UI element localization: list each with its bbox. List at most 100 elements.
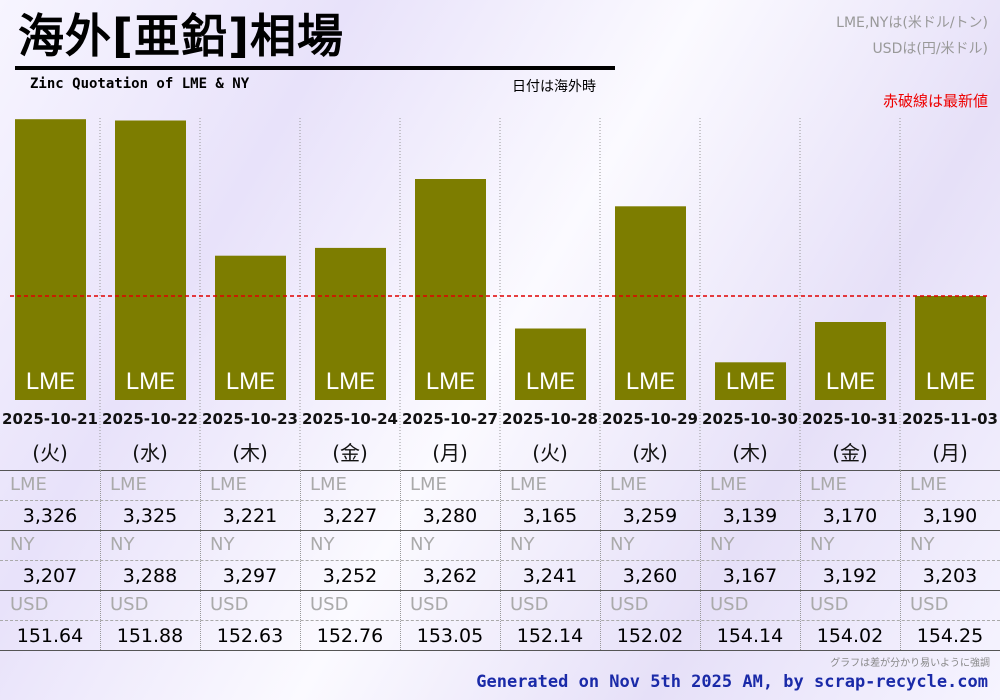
row-label-ny: NY (910, 534, 935, 555)
bar-2025-10-21 (15, 119, 86, 400)
bar-2025-10-29 (615, 206, 686, 400)
date-label: 2025-10-24 (302, 410, 398, 428)
row-label-lme: LME (210, 474, 247, 495)
table-cell: 3,259 (622, 505, 678, 527)
row-label-lme: LME (710, 474, 747, 495)
date-label: 2025-10-21 (2, 410, 98, 428)
row-label-ny: NY (810, 534, 835, 555)
row-label-ny: NY (610, 534, 635, 555)
bar-label: LME (726, 368, 775, 395)
weekday-label: (月) (432, 441, 468, 465)
unit-note-lme-ny: LME,NYは(米ドル/トン) (836, 15, 988, 31)
table-cell: 3,326 (22, 505, 78, 527)
row-label-ny: NY (10, 534, 35, 555)
row-border (0, 650, 1000, 651)
table-cell: 3,190 (922, 505, 978, 527)
table-cell: 153.05 (416, 625, 484, 647)
weekday-label: (水) (132, 441, 168, 465)
bar-2025-10-27 (415, 179, 486, 400)
table-column-divider (400, 470, 401, 650)
row-label-usd: USD (610, 594, 649, 615)
table-column-divider (900, 470, 901, 650)
row-label-lme: LME (510, 474, 547, 495)
date-label: 2025-10-30 (702, 410, 798, 428)
bar-label: LME (226, 368, 275, 395)
row-label-usd: USD (210, 594, 249, 615)
table-cell: 3,262 (422, 565, 478, 587)
weekday-label: (木) (232, 441, 268, 465)
table-cell: 3,297 (222, 565, 278, 587)
bar-2025-10-30 (715, 362, 786, 400)
table-cell: 3,288 (122, 565, 178, 587)
table-cell: 3,167 (722, 565, 778, 587)
row-label-usd: USD (510, 594, 549, 615)
weekday-label: (火) (32, 441, 68, 465)
table-cell: 152.14 (516, 625, 584, 647)
latest-line-note: 赤破線は最新値 (882, 92, 988, 110)
table-cell: 152.63 (216, 625, 284, 647)
bar-label: LME (526, 368, 575, 395)
table-cell: 151.64 (16, 625, 84, 647)
table-cell: 3,241 (522, 565, 578, 587)
generated-footer: Generated on Nov 5th 2025 AM, by scrap-r… (476, 672, 988, 692)
table-cell: 3,203 (922, 565, 978, 587)
bar-2025-10-22 (115, 120, 186, 400)
row-label-lme: LME (110, 474, 147, 495)
bar-label: LME (326, 368, 375, 395)
table-column-divider (100, 470, 101, 650)
table-cell: 3,252 (322, 565, 378, 587)
row-label-usd: USD (410, 594, 449, 615)
unit-note-usd: USDは(円/米ドル) (872, 41, 988, 57)
table-cell: 3,325 (122, 505, 178, 527)
row-label-lme: LME (810, 474, 847, 495)
row-label-usd: USD (710, 594, 749, 615)
table-cell: 152.02 (616, 625, 684, 647)
table-cell: 154.25 (916, 625, 984, 647)
table-cell: 154.02 (816, 625, 884, 647)
row-label-usd: USD (310, 594, 349, 615)
row-label-ny: NY (710, 534, 735, 555)
date-label: 2025-10-28 (502, 410, 598, 428)
bar-chart: LME LME LME LME LME LME LME LME LME LME (10, 118, 990, 470)
date-label: 2025-10-23 (202, 410, 298, 428)
table-cell: 3,221 (222, 505, 278, 527)
bar-2025-10-23 (215, 255, 286, 400)
table-cell: 3,192 (822, 565, 878, 587)
row-label-ny: NY (510, 534, 535, 555)
table-cell: 151.88 (116, 625, 184, 647)
row-label-lme: LME (10, 474, 47, 495)
row-label-usd: USD (810, 594, 849, 615)
row-label-usd: USD (110, 594, 149, 615)
bar-2025-10-31 (815, 322, 886, 400)
date-label: 2025-10-31 (802, 410, 898, 428)
date-label: 2025-10-27 (402, 410, 498, 428)
table-cell: 3,207 (22, 565, 78, 587)
bar-label: LME (26, 368, 75, 395)
weekday-label: (水) (632, 441, 668, 465)
weekday-label: (木) (732, 441, 768, 465)
table-cell: 3,280 (422, 505, 478, 527)
row-label-usd: USD (10, 594, 49, 615)
bar-2025-10-28 (515, 328, 586, 400)
weekday-label: (月) (932, 441, 968, 465)
bar-2025-10-24 (315, 247, 386, 400)
weekday-label: (金) (832, 441, 868, 465)
row-label-usd: USD (910, 594, 949, 615)
row-label-ny: NY (410, 534, 435, 555)
date-label: 2025-10-29 (602, 410, 698, 428)
date-label: 2025-10-22 (102, 410, 198, 428)
row-label-ny: NY (110, 534, 135, 555)
row-label-lme: LME (610, 474, 647, 495)
row-label-lme: LME (310, 474, 347, 495)
bar-label: LME (826, 368, 875, 395)
table-cell: 154.14 (716, 625, 784, 647)
table-column-divider (500, 470, 501, 650)
row-label-ny: NY (210, 534, 235, 555)
bar-label: LME (926, 368, 975, 395)
table-cell: 3,227 (322, 505, 378, 527)
title-underline (15, 66, 615, 70)
table-column-divider (800, 470, 801, 650)
table-column-divider (200, 470, 201, 650)
table-column-divider (600, 470, 601, 650)
weekday-label: (金) (332, 441, 368, 465)
